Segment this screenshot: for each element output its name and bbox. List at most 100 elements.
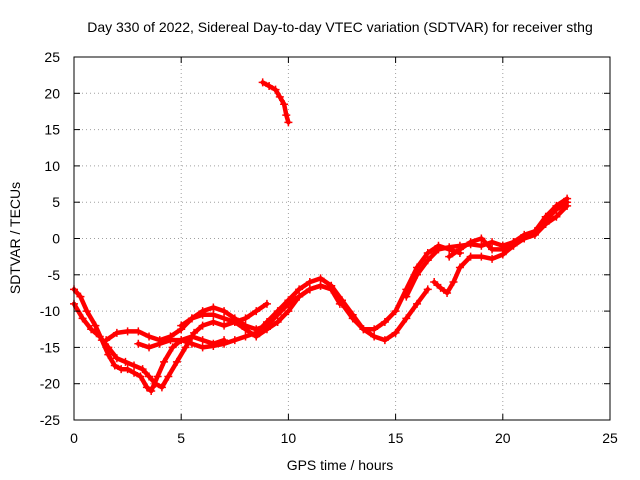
data-point [91, 321, 100, 330]
data-point [520, 230, 529, 239]
data-point [413, 270, 422, 279]
data-point [370, 332, 379, 341]
data-point [284, 118, 293, 127]
data-point [145, 343, 154, 352]
data-point [443, 288, 452, 297]
series-track-i [258, 78, 293, 127]
data-point [284, 307, 293, 316]
y-tick-label: 10 [44, 158, 60, 174]
data-point [436, 283, 445, 292]
data-point [402, 292, 411, 301]
data-point [166, 336, 175, 345]
data-point [198, 310, 207, 319]
data-point [359, 325, 368, 334]
data-point [316, 281, 325, 290]
data-point [262, 317, 271, 326]
x-tick-label: 0 [70, 430, 78, 446]
y-axis-label: SDTVAR / TECUs [7, 182, 23, 294]
data-point [168, 343, 177, 352]
data-point [190, 328, 199, 337]
data-point [273, 317, 282, 326]
data-point [348, 314, 357, 323]
data-point [273, 307, 282, 316]
data-point [95, 332, 104, 341]
data-point [552, 201, 561, 210]
data-point [209, 317, 218, 326]
data-point [145, 372, 154, 381]
data-point [275, 92, 284, 101]
data-point [280, 100, 289, 109]
data-point [76, 292, 85, 301]
data-point [198, 321, 207, 330]
data-point [110, 361, 119, 370]
data-point [230, 336, 239, 345]
data-point [477, 241, 486, 250]
data-point [241, 332, 250, 341]
data-point [112, 354, 121, 363]
data-series [70, 78, 572, 395]
data-point [488, 254, 497, 263]
data-point [121, 357, 130, 366]
data-point [209, 310, 218, 319]
data-point [423, 256, 432, 265]
data-point [102, 336, 111, 345]
data-point [509, 238, 518, 247]
data-point [262, 299, 271, 308]
x-tick-label: 15 [388, 430, 404, 446]
y-tick-label: -15 [40, 339, 60, 355]
x-tick-label: 10 [281, 430, 297, 446]
data-point [380, 317, 389, 326]
data-point [78, 314, 87, 323]
x-axis-label: GPS time / hours [287, 457, 394, 473]
data-point [151, 379, 160, 388]
data-point [466, 252, 475, 261]
data-point [271, 85, 280, 94]
data-point [138, 365, 147, 374]
data-point [252, 307, 261, 316]
data-point [370, 325, 379, 334]
data-point [181, 343, 190, 352]
y-tick-label: -25 [40, 412, 60, 428]
data-point [82, 307, 91, 316]
data-point [136, 372, 145, 381]
data-point [241, 314, 250, 323]
data-point [177, 321, 186, 330]
data-point [391, 328, 400, 337]
data-point [488, 245, 497, 254]
data-point [123, 365, 132, 374]
data-point [241, 325, 250, 334]
x-tick-label: 20 [495, 430, 511, 446]
data-point [391, 307, 400, 316]
y-tick-label: -5 [48, 267, 61, 283]
data-point [466, 238, 475, 247]
data-point [488, 238, 497, 247]
x-tick-label: 25 [602, 430, 618, 446]
grid-lines [74, 57, 610, 420]
data-point [104, 343, 113, 352]
data-point [157, 383, 166, 392]
data-point [541, 212, 550, 221]
data-point [295, 292, 304, 301]
data-point [552, 212, 561, 221]
data-point [147, 386, 156, 395]
data-point [305, 278, 314, 287]
data-point [209, 303, 218, 312]
x-tick-label: 5 [177, 430, 185, 446]
data-point [160, 357, 169, 366]
axis-ticks [73, 56, 611, 421]
data-point [230, 317, 239, 326]
data-point [449, 278, 458, 287]
y-tick-label: 0 [52, 231, 60, 247]
data-point [104, 350, 113, 359]
data-point [455, 245, 464, 254]
chart-title: Day 330 of 2022, Sidereal Day-to-day VTE… [87, 19, 593, 35]
data-point [164, 372, 173, 381]
data-point [434, 245, 443, 254]
data-point [155, 339, 164, 348]
series-track-d [134, 274, 432, 352]
data-point [445, 252, 454, 261]
data-point [187, 339, 196, 348]
data-point [220, 321, 229, 330]
data-point [252, 332, 261, 341]
